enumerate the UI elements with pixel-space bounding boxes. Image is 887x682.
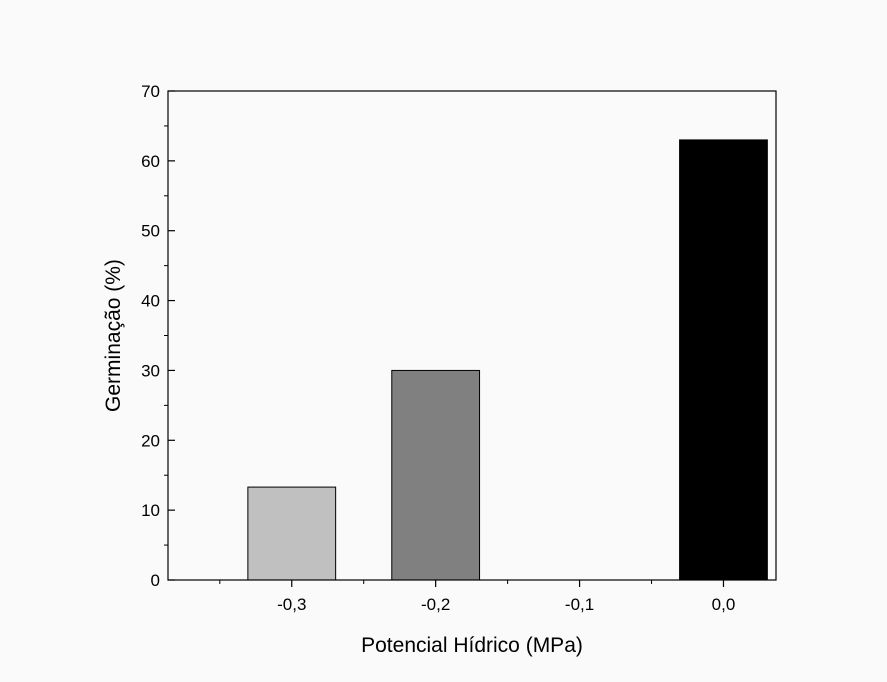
y-axis-title: Germinação (%) xyxy=(102,259,125,412)
y-tick-label: 0 xyxy=(151,571,160,590)
x-tick-label: -0,2 xyxy=(421,595,450,614)
y-tick-label: 30 xyxy=(141,361,160,380)
y-tick-label: 60 xyxy=(141,152,160,171)
y-tick-label: 50 xyxy=(141,222,160,241)
y-tick-label: 40 xyxy=(141,292,160,311)
y-tick-label: 20 xyxy=(141,431,160,450)
y-tick-label: 70 xyxy=(141,82,160,101)
bar--0,3 xyxy=(247,486,337,581)
ticks-layer: 0 10 20 30 40 50 60 70 -0,3 -0,2 -0,1 0,0 xyxy=(141,82,735,614)
y-tick-label: 10 xyxy=(141,501,160,520)
bars-layer xyxy=(247,139,768,581)
bar-0,0 xyxy=(679,139,768,581)
x-tick-label: -0,1 xyxy=(565,595,594,614)
x-tick-label: 0,0 xyxy=(712,595,736,614)
x-tick-label: -0,3 xyxy=(277,595,306,614)
plot-frame xyxy=(167,90,777,581)
bar--0,2 xyxy=(391,369,481,581)
x-axis-title: Potencial Hídrico (MPa) xyxy=(361,634,583,657)
